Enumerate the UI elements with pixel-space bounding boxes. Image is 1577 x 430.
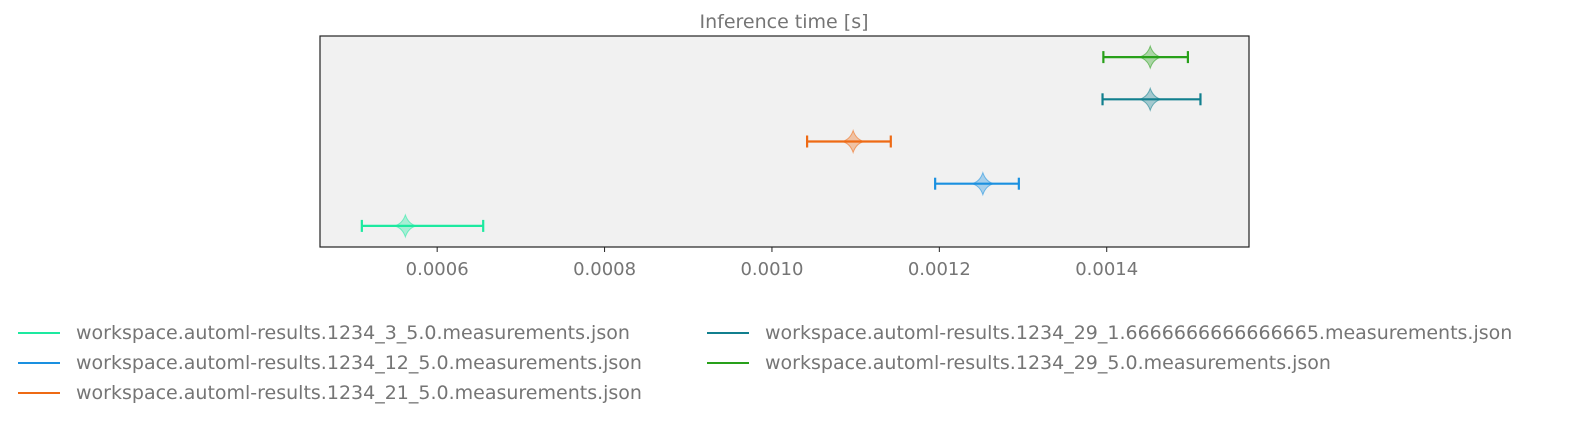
legend-label: workspace.automl-results.1234_3_5.0.meas…	[76, 322, 630, 344]
x-tick-label: 0.0014	[1075, 259, 1138, 280]
legend-item: workspace.automl-results.1234_21_5.0.mea…	[18, 378, 642, 408]
legend-swatch	[18, 331, 60, 335]
legend-column-2: workspace.automl-results.1234_29_1.66666…	[707, 318, 1512, 378]
legend-label: workspace.automl-results.1234_29_5.0.mea…	[765, 352, 1331, 374]
inference-time-chart: Inference time [s] 0.0006 0.0008 0.0010 0.0…	[319, 11, 1250, 280]
legend-swatch	[707, 361, 749, 365]
legend-label: workspace.automl-results.1234_12_5.0.mea…	[76, 352, 642, 374]
legend-item: workspace.automl-results.1234_29_1.66666…	[707, 318, 1512, 348]
legend-column-1: workspace.automl-results.1234_3_5.0.meas…	[18, 318, 642, 408]
legend-item: workspace.automl-results.1234_12_5.0.mea…	[18, 348, 642, 378]
x-tick-label: 0.0008	[573, 259, 636, 280]
x-tick-label: 0.0006	[406, 259, 469, 280]
x-tick-label: 0.0012	[908, 259, 971, 280]
x-tick-label: 0.0010	[740, 259, 803, 280]
legend-label: workspace.automl-results.1234_29_1.66666…	[765, 322, 1513, 344]
plot-area	[319, 35, 1250, 248]
legend-swatch	[707, 331, 749, 335]
legend-item: workspace.automl-results.1234_29_5.0.mea…	[707, 348, 1512, 378]
legend-swatch	[18, 391, 60, 395]
legend-swatch	[18, 361, 60, 365]
legend-label: workspace.automl-results.1234_21_5.0.mea…	[76, 382, 642, 404]
chart-marks	[360, 44, 1202, 239]
x-axis: 0.0006 0.0008 0.0010 0.0012 0.0014	[406, 247, 1138, 280]
legend: workspace.automl-results.1234_3_5.0.meas…	[18, 318, 1568, 418]
chart-title: Inference time [s]	[699, 11, 868, 33]
legend-item: workspace.automl-results.1234_3_5.0.meas…	[18, 318, 642, 348]
